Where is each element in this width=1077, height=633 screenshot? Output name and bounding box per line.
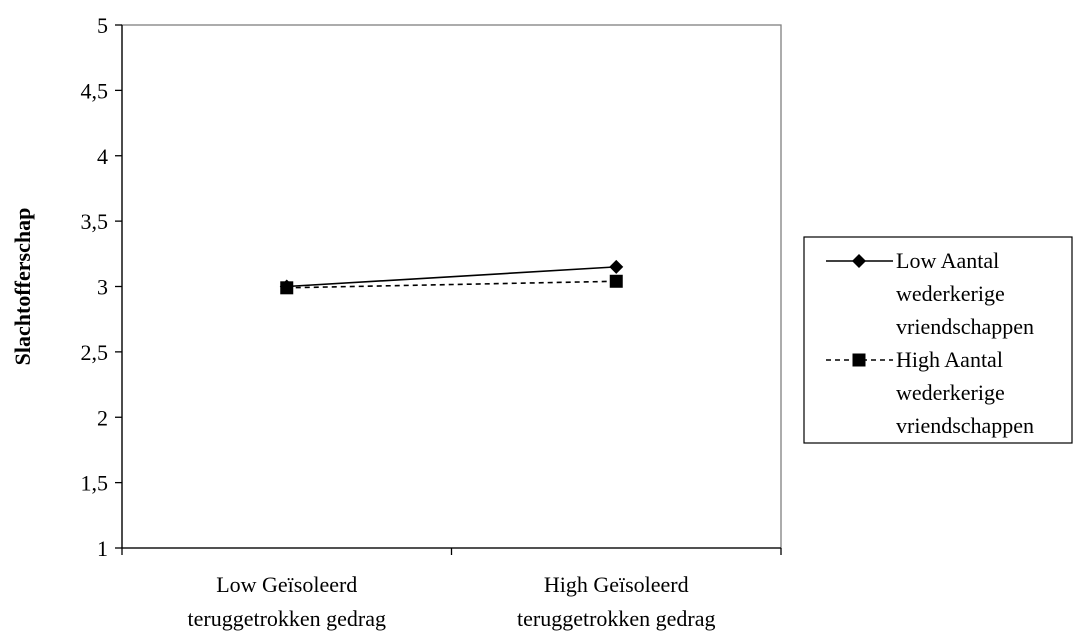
series-layer xyxy=(279,259,624,295)
y-axis: 1 1,5 2 2,5 3 3,5 4 4,5 5 xyxy=(81,13,123,561)
series-line xyxy=(286,280,617,289)
data-point xyxy=(609,259,624,274)
y-tick-label: 5 xyxy=(97,13,108,38)
legend-label: Low Aantal xyxy=(896,248,999,273)
legend-box xyxy=(803,236,1073,444)
legend-label: High Aantal xyxy=(896,347,1003,372)
x-category-label: teruggetrokken gedrag xyxy=(517,606,716,631)
series-line xyxy=(286,266,617,288)
legend-label: wederkerige xyxy=(896,281,1005,306)
x-category-label: Low Geïsoleerd xyxy=(216,572,357,597)
y-tick-label: 4,5 xyxy=(81,78,109,103)
y-tick-label: 1 xyxy=(97,536,108,561)
x-category-label: teruggetrokken gedrag xyxy=(187,606,386,631)
y-tick-label: 3 xyxy=(97,275,108,300)
x-category-label: High Geïsoleerd xyxy=(544,572,689,597)
data-point xyxy=(609,274,623,288)
y-axis-title: Slachtofferschap xyxy=(10,208,35,366)
y-tick-label: 2 xyxy=(97,405,108,430)
y-tick-label: 1,5 xyxy=(81,471,109,496)
legend-marker xyxy=(852,353,866,367)
y-tick-label: 3,5 xyxy=(81,209,109,234)
legend-label: vriendschappen xyxy=(896,314,1034,339)
legend-label: wederkerige xyxy=(896,380,1005,405)
series-1 xyxy=(279,259,624,294)
legend: Low Aantal wederkerige vriendschappen High … xyxy=(803,236,1073,444)
plot-area xyxy=(121,24,782,549)
plot-frame xyxy=(121,24,782,549)
legend-marker xyxy=(852,254,866,268)
y-tick-label: 2,5 xyxy=(81,340,109,365)
legend-label: vriendschappen xyxy=(896,413,1034,438)
data-point xyxy=(279,279,294,294)
y-tick-label: 4 xyxy=(97,144,108,169)
x-axis: Low Geïsoleerd teruggetrokken gedrag High … xyxy=(121,547,782,631)
